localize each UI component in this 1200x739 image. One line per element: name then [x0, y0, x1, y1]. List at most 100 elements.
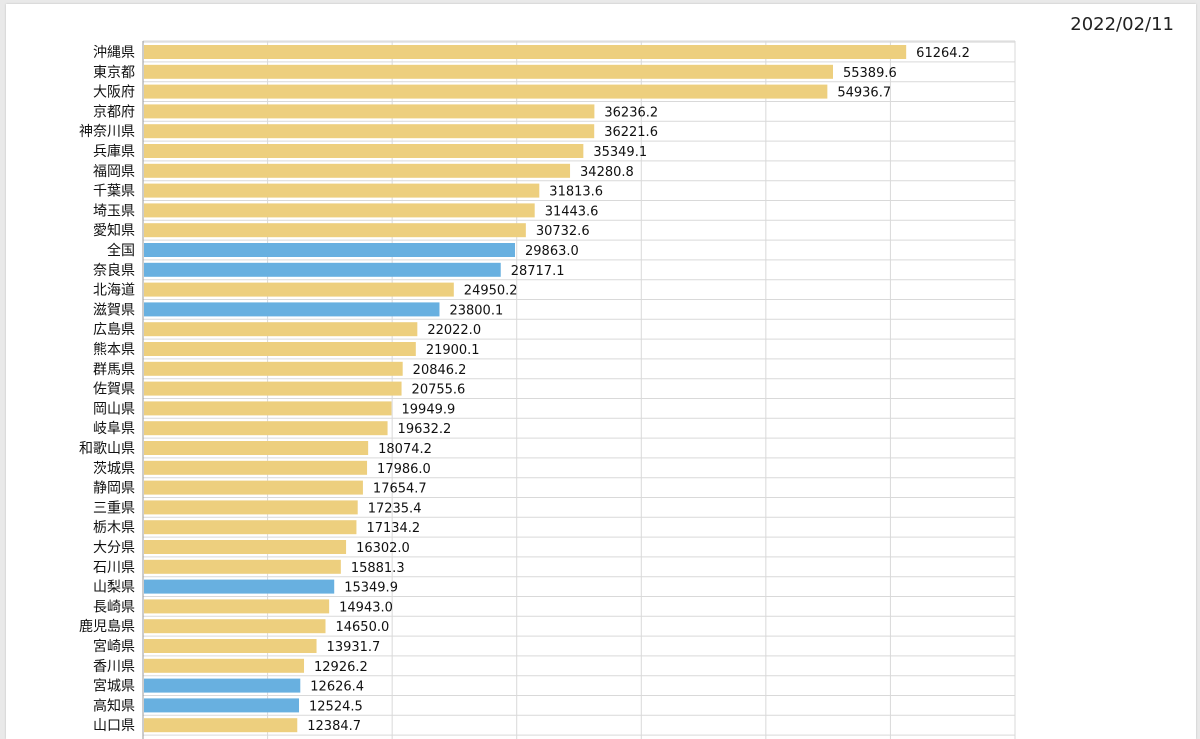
- category-label: 大阪府: [93, 85, 135, 101]
- bar-鹿児島県: [144, 619, 326, 634]
- bar-群馬県: [144, 361, 403, 376]
- value-label: 61264.2: [916, 46, 970, 61]
- bar-奈良県: [144, 262, 501, 277]
- category-label: 群馬県: [93, 362, 135, 378]
- value-label: 21900.1: [426, 343, 480, 358]
- bar-石川県: [144, 559, 341, 574]
- value-label: 16302.0: [356, 541, 410, 556]
- category-label: 茨城県: [93, 461, 135, 477]
- category-label: 京都府: [93, 104, 135, 120]
- category-label: 高知県: [93, 697, 135, 714]
- chart-page: 2022/02/11 沖縄県 61264.2 東京都 55389.6 大阪府 54936.…: [6, 4, 1196, 739]
- category-label: 滋賀県: [93, 302, 135, 318]
- bar-北海道: [144, 282, 454, 297]
- category-label: 三重県: [93, 500, 135, 516]
- category-label: 福岡県: [93, 164, 135, 180]
- bar-宮崎県: [144, 639, 317, 653]
- bar-岡山県: [144, 401, 392, 416]
- value-label: 18074.2: [378, 442, 432, 457]
- bar-岐阜県: [144, 421, 388, 436]
- category-label: 岡山県: [93, 401, 135, 417]
- category-label: 宮城県: [93, 679, 135, 695]
- value-label: 14650.0: [335, 620, 389, 635]
- value-label: 14943.0: [339, 600, 393, 615]
- bar-香川県: [144, 658, 305, 673]
- category-label: 広島県: [93, 322, 135, 338]
- category-label: 山口県: [93, 718, 135, 734]
- value-label: 23800.1: [449, 303, 503, 318]
- category-label: 静岡県: [93, 481, 135, 497]
- category-label: 千葉県: [93, 184, 135, 200]
- value-label: 17235.4: [368, 501, 422, 516]
- bar-長崎県: [144, 599, 330, 614]
- category-label: 神奈川県: [79, 124, 135, 140]
- category-label: 奈良県: [93, 263, 135, 279]
- value-label: 12524.5: [309, 699, 363, 714]
- category-label: 沖縄県: [93, 45, 135, 61]
- bar-愛知県: [144, 223, 526, 238]
- value-label: 31813.6: [549, 185, 603, 200]
- bar-沖縄県: [144, 45, 907, 59]
- category-label: 北海道: [93, 283, 135, 299]
- bar-三重県: [144, 500, 358, 515]
- category-label: 石川県: [93, 560, 135, 576]
- value-label: 30732.6: [536, 224, 590, 239]
- bar-栃木県: [144, 520, 357, 535]
- category-label: 長崎県: [93, 599, 135, 615]
- value-label: 22022.0: [427, 323, 481, 338]
- bar-chart: 沖縄県 61264.2 東京都 55389.6 大阪府 54936.7 京都府 36236.2…: [79, 40, 1016, 739]
- bar-茨城県: [144, 460, 368, 475]
- bar-滋賀県: [144, 302, 440, 317]
- category-label: 全国: [107, 242, 135, 259]
- grid-layer: [142, 40, 1016, 739]
- value-label: 19632.2: [398, 422, 452, 437]
- category-label: 宮崎県: [93, 639, 135, 655]
- bar-山口県: [144, 718, 298, 733]
- category-label: 兵庫県: [93, 143, 135, 160]
- category-label: 愛知県: [93, 222, 135, 239]
- date-label: 2022/02/11: [1070, 14, 1174, 35]
- bar-福岡県: [144, 163, 571, 178]
- bar-大分県: [144, 540, 347, 554]
- bar-全国: [144, 243, 516, 257]
- category-label: 和歌山県: [79, 441, 135, 457]
- bar-神奈川県: [144, 124, 595, 139]
- category-label: 岐阜県: [93, 420, 135, 437]
- value-label: 19949.9: [402, 402, 456, 417]
- category-label: 熊本県: [93, 342, 135, 358]
- bar-広島県: [144, 322, 418, 337]
- labels-layer: 沖縄県 61264.2 東京都 55389.6 大阪府 54936.7 京都府 36236.2…: [79, 45, 970, 734]
- value-label: 31443.6: [545, 204, 599, 219]
- category-label: 佐賀県: [93, 382, 135, 398]
- value-label: 36236.2: [604, 105, 658, 120]
- value-label: 13931.7: [327, 640, 381, 655]
- value-label: 17654.7: [373, 482, 427, 497]
- value-label: 34280.8: [580, 165, 634, 180]
- category-label: 鹿児島県: [79, 618, 135, 635]
- value-label: 12626.4: [310, 680, 364, 695]
- value-label: 28717.1: [511, 264, 565, 279]
- bar-兵庫県: [144, 144, 584, 158]
- bar-大阪府: [144, 84, 828, 99]
- bar-山梨県: [144, 579, 335, 594]
- value-label: 12384.7: [307, 719, 361, 734]
- bar-千葉県: [144, 183, 540, 198]
- bar-高知県: [144, 698, 300, 713]
- bar-東京都: [144, 64, 833, 79]
- value-label: 24950.2: [464, 284, 518, 299]
- category-label: 香川県: [93, 659, 135, 675]
- value-label: 54936.7: [837, 86, 891, 101]
- bar-佐賀県: [144, 381, 402, 396]
- bars-layer: [144, 45, 907, 733]
- value-label: 36221.6: [604, 125, 658, 140]
- category-label: 山梨県: [93, 580, 135, 596]
- category-label: 栃木県: [93, 520, 135, 536]
- value-label: 15349.9: [344, 581, 398, 596]
- value-label: 17986.0: [377, 462, 431, 477]
- bar-熊本県: [144, 342, 416, 356]
- value-label: 12926.2: [314, 660, 368, 675]
- category-label: 大分県: [93, 540, 135, 556]
- value-label: 35349.1: [593, 145, 647, 160]
- value-label: 17134.2: [366, 521, 420, 536]
- bar-静岡県: [144, 480, 363, 495]
